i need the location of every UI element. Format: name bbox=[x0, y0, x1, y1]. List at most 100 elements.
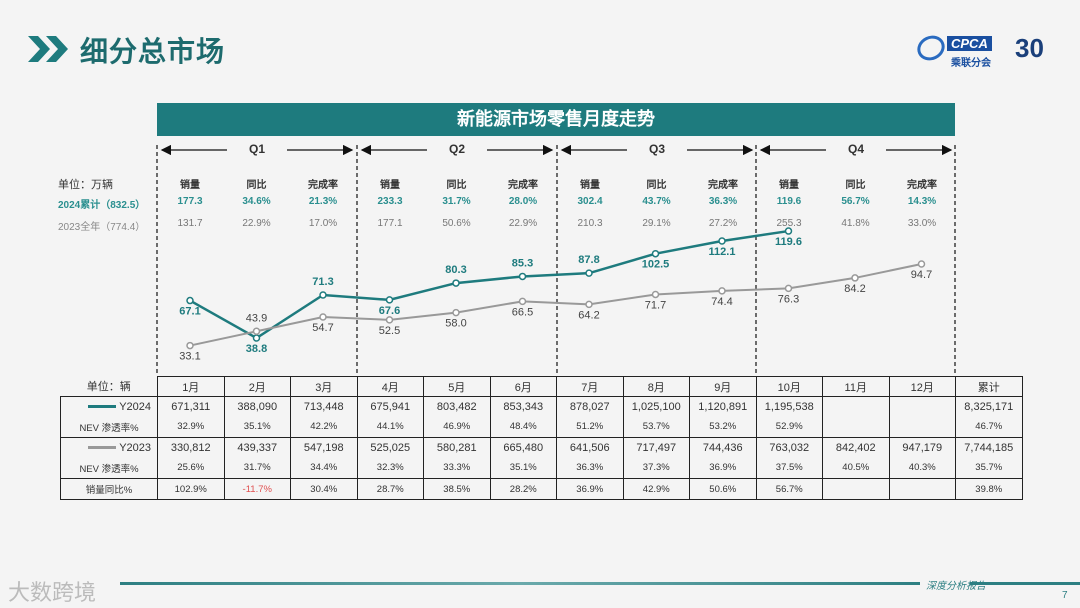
data-label: 119.6 bbox=[775, 236, 802, 248]
table-cell: 853,343 bbox=[489, 396, 557, 417]
footer-label: 深度分析报告 bbox=[926, 581, 986, 592]
table-unit-label: 单位：辆 bbox=[60, 376, 158, 397]
data-label: 54.7 bbox=[312, 322, 333, 334]
table-cell: 37.3% bbox=[622, 457, 690, 479]
table-cell: 439,337 bbox=[223, 437, 291, 458]
data-label: 94.7 bbox=[911, 269, 932, 281]
column-header: 7月 bbox=[556, 376, 624, 397]
table-cell: 28.2% bbox=[489, 478, 557, 500]
quarter-column-header: 同比 bbox=[646, 180, 667, 191]
quarter-stat: 255.3 bbox=[776, 218, 802, 229]
table-cell: 46.9% bbox=[423, 416, 491, 438]
quarter-stat: 210.3 bbox=[577, 218, 603, 229]
quarter-stat: 41.8% bbox=[841, 218, 870, 229]
series-line-y2023 bbox=[189, 263, 922, 347]
column-header: 10月 bbox=[755, 376, 823, 397]
data-label: 112.1 bbox=[709, 246, 736, 258]
table-cell: 35.7% bbox=[955, 457, 1023, 479]
table-cell: 7,744,185 bbox=[955, 437, 1023, 458]
cpca-logo: CPCA 乘联分会 bbox=[913, 31, 995, 69]
quarter-stat: 14.3% bbox=[907, 196, 937, 207]
table-cell: 547,198 bbox=[290, 437, 358, 458]
footer-divider bbox=[970, 582, 1080, 585]
quarter-stat: 177.3 bbox=[177, 196, 203, 207]
table-cell: 35.1% bbox=[223, 416, 291, 438]
table-cell: 803,482 bbox=[423, 396, 491, 417]
quarter-stat: 22.9% bbox=[242, 218, 271, 229]
data-label: 64.2 bbox=[578, 309, 599, 321]
table-cell bbox=[888, 478, 956, 500]
table-cell: 641,506 bbox=[556, 437, 624, 458]
table-cell: 50.6% bbox=[689, 478, 757, 500]
table-cell: 671,311 bbox=[157, 396, 225, 417]
table-cell: 48.4% bbox=[489, 416, 557, 438]
quarter-stat: 177.1 bbox=[377, 218, 403, 229]
table-cell: 36.9% bbox=[556, 478, 624, 500]
watermark: 大数跨境 bbox=[8, 580, 97, 605]
table-cell: 36.3% bbox=[556, 457, 624, 479]
page-title: 细分总市场 bbox=[80, 36, 226, 67]
table-cell: 33.3% bbox=[423, 457, 491, 479]
quarter-column-header: 销量 bbox=[180, 180, 200, 191]
table-cell: 32.9% bbox=[157, 416, 225, 438]
data-label: 67.1 bbox=[179, 306, 200, 318]
quarter-stat: 36.3% bbox=[708, 196, 738, 207]
table-cell: 28.7% bbox=[356, 478, 424, 500]
data-point bbox=[718, 287, 726, 295]
data-label: 58.0 bbox=[445, 318, 466, 330]
data-label: 71.3 bbox=[312, 276, 333, 288]
table-cell bbox=[822, 478, 890, 500]
table-cell: 947,179 bbox=[888, 437, 956, 458]
table-cell: 878,027 bbox=[556, 396, 624, 417]
table-cell: 40.5% bbox=[822, 457, 890, 479]
table-cell bbox=[888, 396, 956, 417]
table-cell: 665,480 bbox=[489, 437, 557, 458]
data-label: 85.3 bbox=[512, 257, 533, 269]
data-point bbox=[452, 308, 460, 317]
table-cell: 39.8% bbox=[955, 478, 1023, 500]
quarter-stat: 21.3% bbox=[308, 196, 338, 207]
data-label: 38.8 bbox=[246, 343, 267, 355]
data-point bbox=[917, 260, 926, 268]
data-point bbox=[718, 237, 726, 245]
quarter-label: Q2 bbox=[448, 142, 465, 156]
legend-label: Y2023 bbox=[119, 441, 151, 454]
table-cell: 1,025,100 bbox=[622, 396, 690, 417]
quarter-stat: 28.0% bbox=[508, 196, 538, 207]
page-number: 7 bbox=[1062, 590, 1068, 601]
table-cell: 763,032 bbox=[755, 437, 823, 458]
table-cell: 52.9% bbox=[755, 416, 823, 438]
data-label: 43.9 bbox=[246, 312, 267, 324]
data-point bbox=[319, 313, 327, 321]
table-cell: 713,448 bbox=[290, 396, 358, 417]
data-label: 52.5 bbox=[379, 325, 400, 337]
quarter-column-header: 完成率 bbox=[508, 180, 538, 191]
data-point bbox=[385, 316, 394, 324]
data-label: 33.1 bbox=[179, 351, 200, 363]
quarter-column-header: 同比 bbox=[446, 180, 467, 191]
row-label: NEV 渗透率% bbox=[60, 457, 158, 479]
legend-swatch bbox=[88, 405, 117, 409]
table-cell bbox=[822, 396, 890, 417]
quarter-stat: 233.3 bbox=[377, 196, 403, 207]
quarter-stat: 31.7% bbox=[442, 196, 471, 207]
unit-label: 单位：万辆 bbox=[58, 179, 113, 191]
table-cell: 36.9% bbox=[689, 457, 757, 479]
data-point bbox=[784, 284, 793, 293]
table-cell: 675,941 bbox=[356, 396, 424, 417]
table-cell: 38.5% bbox=[423, 478, 491, 500]
data-point bbox=[851, 274, 859, 282]
quarter-column-header: 销量 bbox=[779, 180, 799, 191]
quarter-column-header: 完成率 bbox=[907, 180, 937, 191]
quarter-column-header: 同比 bbox=[845, 180, 866, 191]
table-cell: 525,025 bbox=[356, 437, 424, 458]
data-point bbox=[319, 291, 327, 299]
table-cell: 8,325,171 bbox=[955, 396, 1023, 417]
table-cell: 102.9% bbox=[157, 478, 225, 500]
table-cell bbox=[888, 416, 956, 438]
data-label: 87.8 bbox=[578, 254, 599, 266]
quarter-column-header: 销量 bbox=[580, 180, 600, 191]
footer-divider bbox=[120, 582, 920, 585]
data-point bbox=[452, 279, 460, 287]
table-cell: 580,281 bbox=[423, 437, 491, 458]
